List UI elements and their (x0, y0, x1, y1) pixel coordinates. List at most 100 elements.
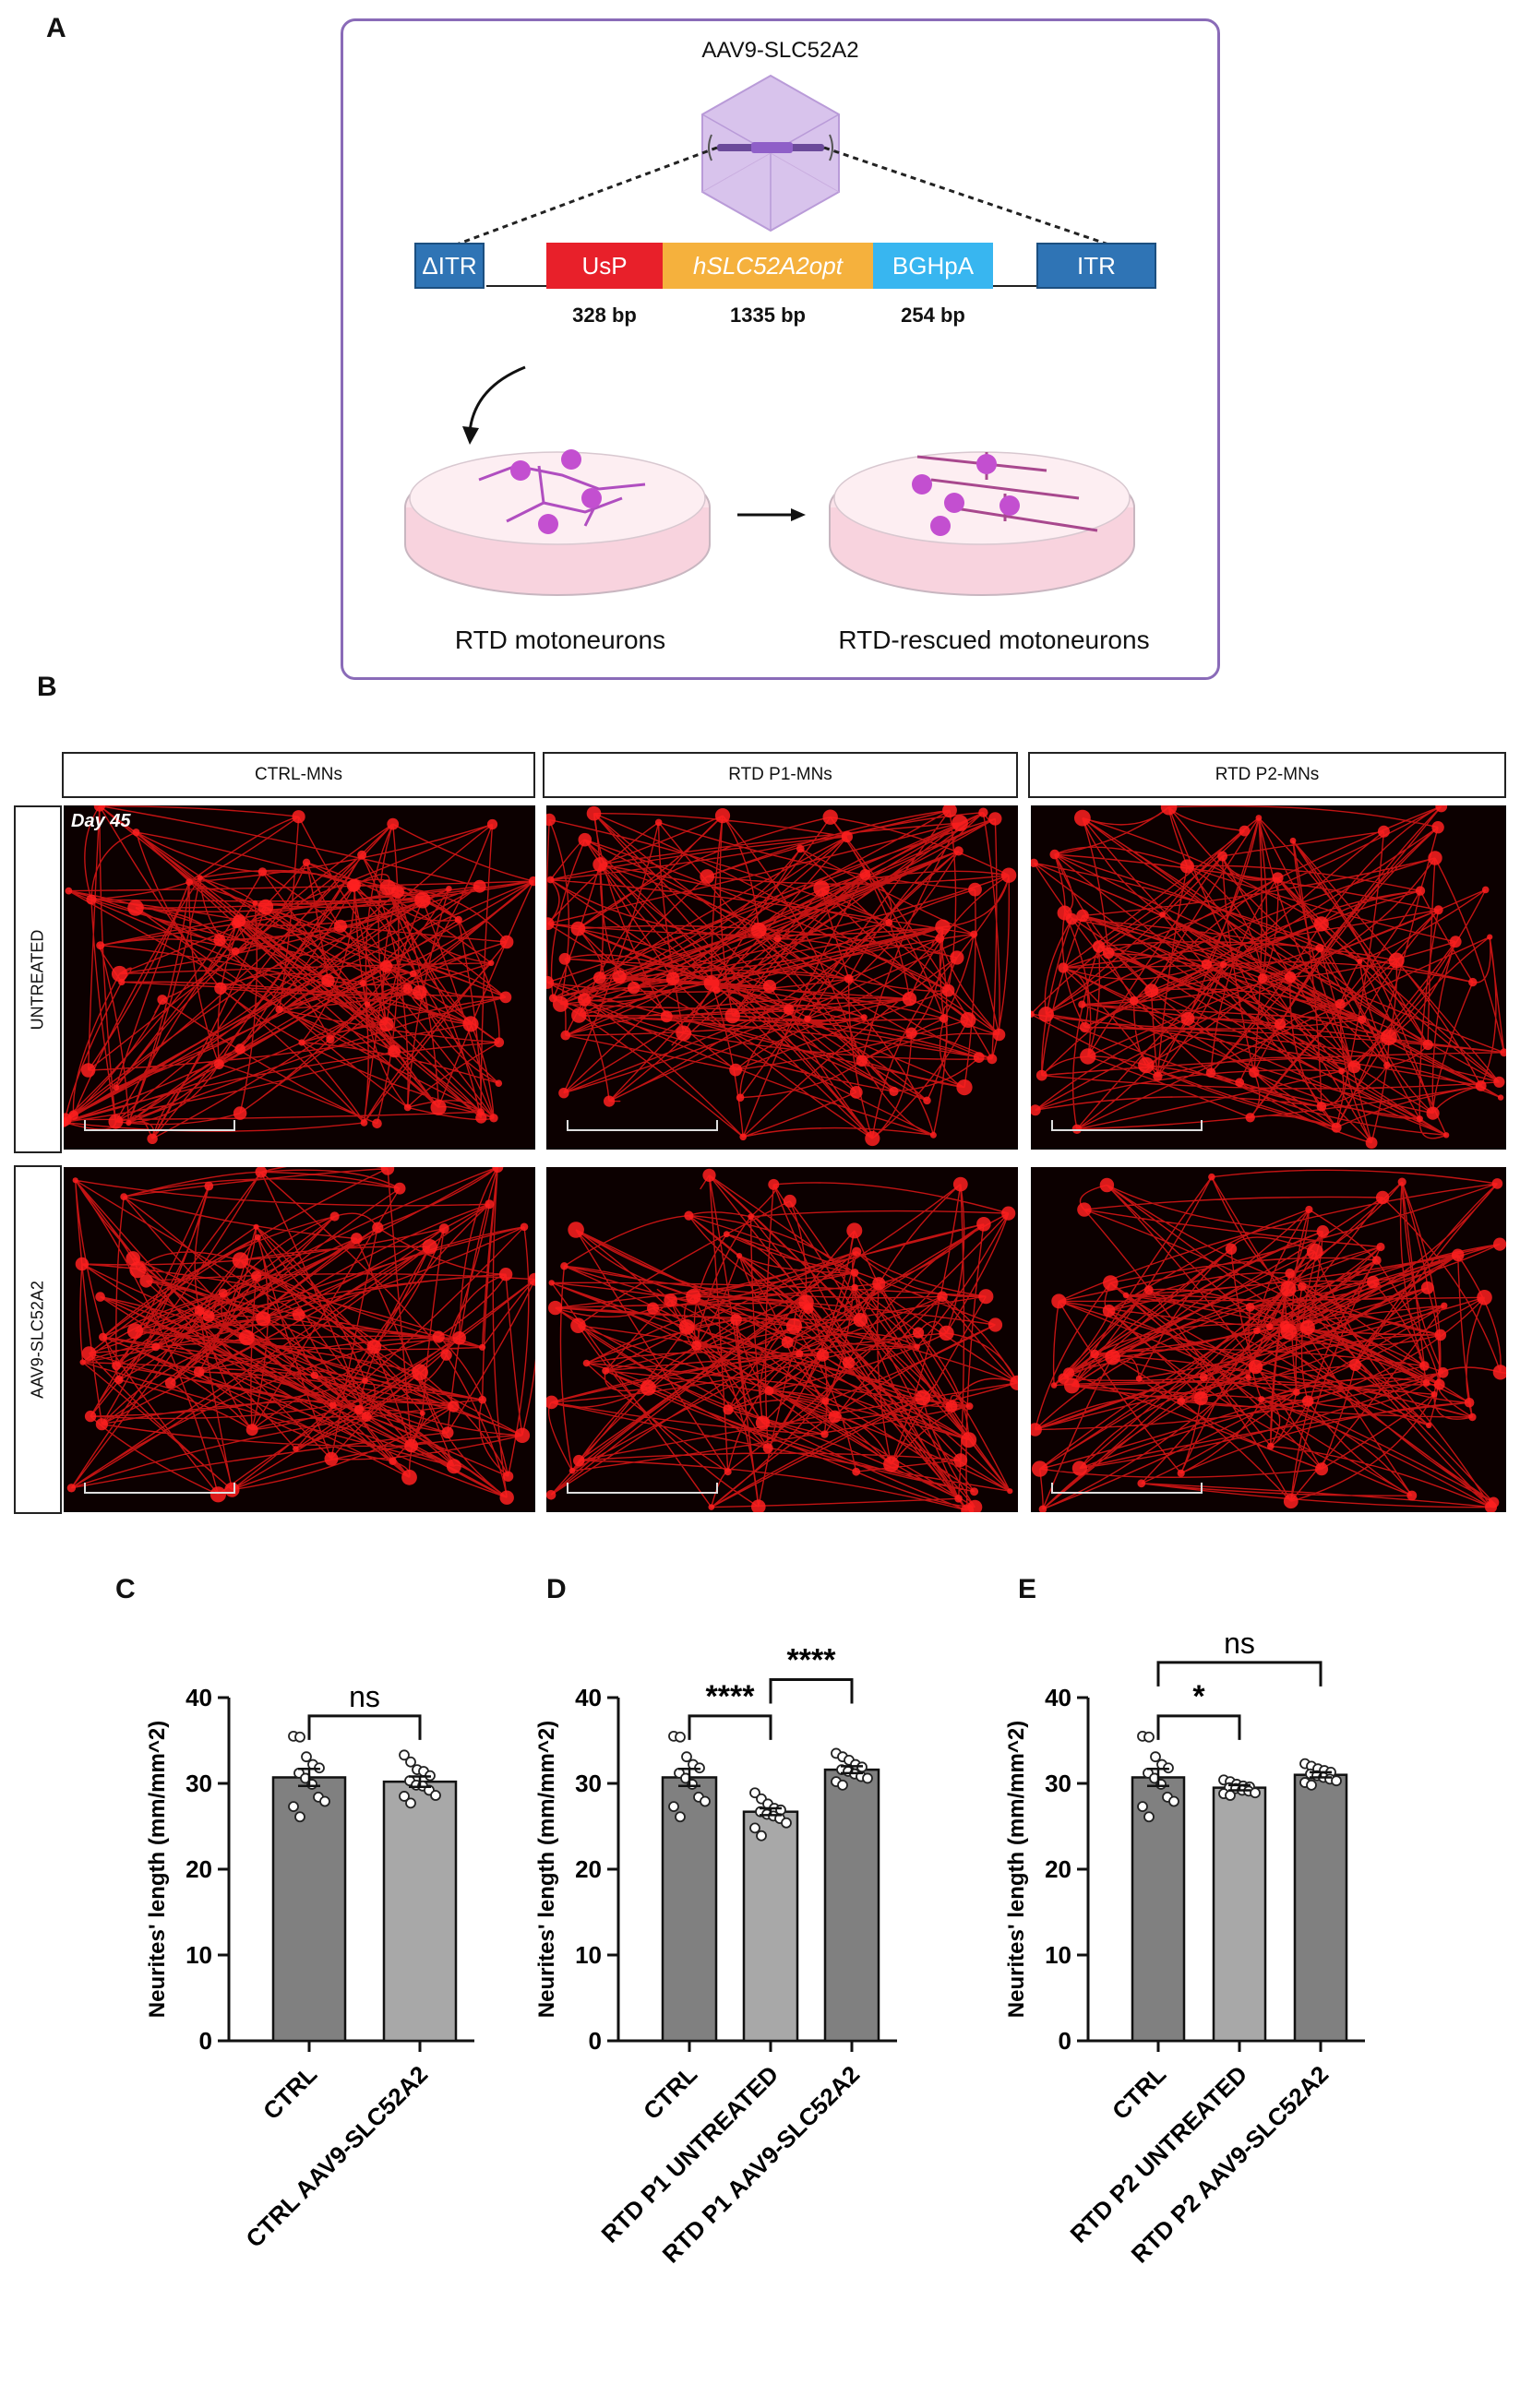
panel-label-b: B (37, 672, 57, 702)
y-tick-label: 40 (186, 1684, 212, 1711)
size-usp: 328 bp (572, 304, 637, 327)
y-axis-label: Neurites' length (mm/mm^2) (145, 1721, 170, 2018)
data-point (700, 1795, 711, 1807)
micrograph-p1-untreated (546, 805, 1018, 1150)
schematic-graphic (404, 74, 1155, 596)
cassette-delta-itr: ΔITR (414, 243, 485, 289)
neurite-network-image (1031, 1169, 1506, 1512)
neurite-network-image (546, 805, 1017, 1147)
y-tick-label: 10 (186, 1941, 212, 1969)
chart-c: 0 10 20 30 40 Neurites' length (mm/mm^2) CTRL C… (120, 1559, 489, 2390)
x-tick-label: CTRL (1107, 2060, 1171, 2125)
column-header-ctrl: CTRL-MNs (62, 752, 535, 798)
data-point (1137, 1801, 1148, 1813)
scale-bar (1051, 1483, 1203, 1494)
data-point (1168, 1795, 1179, 1807)
significance-label: * (1192, 1679, 1205, 1714)
data-point (1306, 1779, 1317, 1791)
cassette-usp: UsP (546, 243, 663, 289)
neurite-network-image (546, 1168, 1018, 1512)
data-point (1143, 1811, 1155, 1823)
scale-bar (84, 1120, 235, 1131)
petri-dish-right (829, 451, 1135, 596)
significance-bracket (307, 1714, 422, 1740)
row-header-untreated: UNTREATED (14, 805, 62, 1153)
neurite-network-image (64, 805, 535, 1144)
panel-label-e: E (1018, 1574, 1037, 1604)
panel-label-a: A (46, 13, 66, 43)
neurite-network-image (1031, 805, 1506, 1150)
row-header-untreated-label: UNTREATED (28, 929, 47, 1030)
data-point (405, 1756, 416, 1768)
cassette-hslc52a2opt: hSLC52A2opt (663, 243, 873, 289)
y-tick-label: 0 (199, 2027, 212, 2055)
data-point (681, 1751, 692, 1763)
significance-bracket (688, 1714, 772, 1740)
panel-label-d: D (546, 1574, 567, 1604)
dish-right-label: RTD-rescued motoneurons (838, 626, 1150, 654)
data-point (756, 1830, 767, 1842)
significance-label: **** (706, 1679, 756, 1714)
bar (382, 1780, 458, 2043)
y-tick-label: 30 (1045, 1770, 1071, 1797)
data-point (1331, 1775, 1342, 1787)
y-tick-label: 10 (1045, 1941, 1071, 1969)
panel-label-c: C (115, 1574, 136, 1604)
scale-bar (1051, 1120, 1203, 1131)
data-point (1150, 1751, 1161, 1763)
data-point (288, 1801, 299, 1813)
y-tick-label: 20 (575, 1855, 602, 1883)
x-tick-label: CTRL (638, 2060, 702, 2125)
data-point (1250, 1787, 1261, 1799)
data-point (675, 1811, 686, 1823)
bar (1212, 1786, 1267, 2043)
y-tick-label: 20 (186, 1855, 212, 1883)
schematic-frame: AAV9-SLC52A2 (341, 18, 1220, 680)
cassette-bghpa: BGHpA (873, 243, 993, 289)
x-tick-label: CTRL (257, 2060, 322, 2125)
chart-svg: 0 10 20 30 40 Neurites' length (mm/mm^2) CTRLC… (145, 1680, 474, 2253)
size-bghpa: 254 bp (901, 304, 965, 327)
significance-label: ns (1224, 1627, 1255, 1660)
vector-title: AAV9-SLC52A2 (701, 38, 859, 63)
micrograph-ctrl-untreated: Day 45 (64, 805, 535, 1150)
micrograph-p2-untreated (1031, 805, 1506, 1150)
data-point (405, 1797, 416, 1809)
y-tick-label: 30 (575, 1770, 602, 1797)
size-hslc52a2opt: 1335 bp (730, 304, 806, 327)
petri-dish-left (404, 449, 711, 596)
bar (1293, 1773, 1348, 2043)
row-header-aav9: AAV9-SLC52A2 (14, 1165, 62, 1514)
significance-bracket (1156, 1714, 1241, 1740)
y-tick-label: 40 (1045, 1684, 1071, 1711)
data-point (1143, 1731, 1155, 1743)
bar (823, 1768, 880, 2043)
data-point (781, 1817, 792, 1829)
chart-d: 0 10 20 30 40 Neurites' length (mm/mm^2) CTRL R… (534, 1559, 997, 2390)
data-point (301, 1751, 312, 1763)
significance-bracket (769, 1677, 854, 1704)
data-point (862, 1772, 873, 1784)
data-point (749, 1822, 760, 1834)
data-point (294, 1731, 305, 1743)
y-tick-label: 40 (575, 1684, 602, 1711)
data-point (1225, 1790, 1236, 1801)
scale-bar (567, 1120, 718, 1131)
micrograph-ctrl-aav9 (64, 1167, 535, 1512)
data-point (399, 1791, 410, 1802)
column-header-rtd-p1: RTD P1-MNs (543, 752, 1018, 798)
y-tick-label: 10 (575, 1941, 602, 1969)
bar (271, 1776, 347, 2043)
data-point (319, 1795, 330, 1807)
bar (1131, 1776, 1186, 2043)
y-axis-label: Neurites' length (mm/mm^2) (1006, 1721, 1029, 2018)
y-tick-label: 0 (1059, 2027, 1071, 2055)
data-point (430, 1790, 441, 1801)
data-point (749, 1787, 760, 1799)
data-point (399, 1749, 410, 1761)
significance-bracket (1156, 1661, 1323, 1687)
bar (742, 1810, 799, 2043)
significance-label: ns (349, 1680, 380, 1713)
